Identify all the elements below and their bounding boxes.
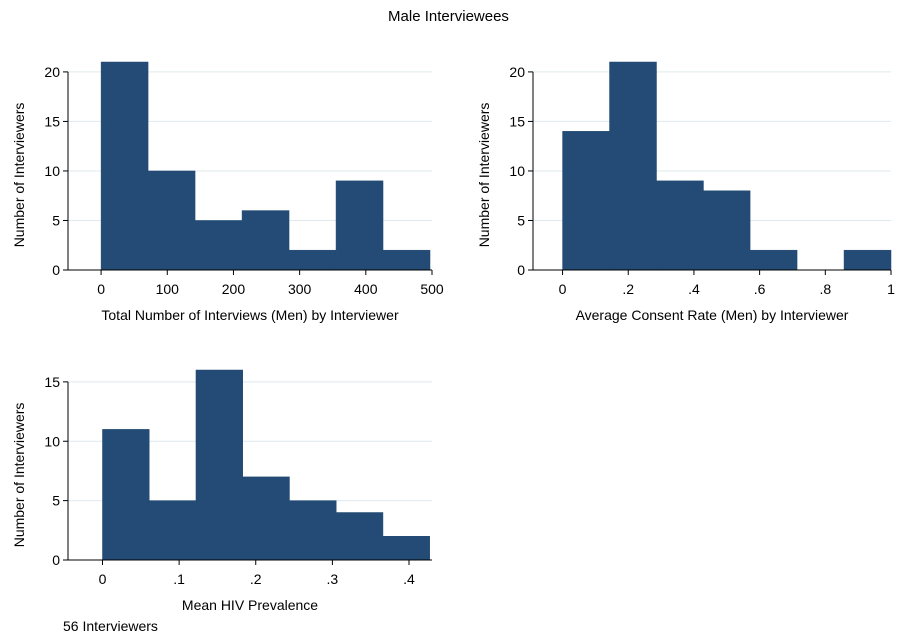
histogram-bar bbox=[382, 536, 430, 561]
x-tick-label: 500 bbox=[420, 281, 444, 297]
x-tick-label: .4 bbox=[688, 281, 700, 297]
y-tick-label: 20 bbox=[44, 64, 60, 80]
x-tick-label: 0 bbox=[97, 281, 105, 297]
x-axis-title: Total Number of Interviews (Men) by Inte… bbox=[101, 307, 399, 323]
y-tick-label: 10 bbox=[44, 433, 60, 449]
x-tick-label: 200 bbox=[222, 281, 246, 297]
histogram-bar bbox=[609, 61, 657, 271]
y-tick-label: 15 bbox=[44, 374, 60, 390]
histogram-bar bbox=[335, 512, 384, 561]
x-tick-label: 400 bbox=[354, 281, 378, 297]
y-tick-label: 5 bbox=[52, 212, 60, 228]
y-tick-label: 5 bbox=[52, 493, 60, 509]
x-tick-label: 300 bbox=[288, 281, 312, 297]
histogram-bar bbox=[382, 249, 431, 271]
y-tick-label: 20 bbox=[509, 64, 525, 80]
y-axis-title: Number of Interviewers bbox=[11, 403, 27, 548]
histogram-bar bbox=[241, 210, 290, 271]
histogram-bar bbox=[656, 180, 704, 271]
figure-title: Male Interviewees bbox=[388, 8, 509, 25]
histogram-bar bbox=[148, 500, 197, 561]
histogram-bar bbox=[289, 500, 337, 561]
x-tick-label: 0 bbox=[99, 571, 107, 587]
histogram-bar bbox=[102, 429, 150, 561]
y-tick-label: 0 bbox=[52, 262, 60, 278]
y-tick-label: 15 bbox=[509, 113, 525, 129]
y-axis-title: Number of Interviewers bbox=[476, 103, 492, 248]
x-tick-label: .2 bbox=[250, 571, 262, 587]
y-tick-label: 10 bbox=[44, 163, 60, 179]
histogram-bar bbox=[195, 369, 243, 561]
y-tick-label: 10 bbox=[509, 163, 525, 179]
figure-note: 56 Interviewers bbox=[63, 618, 158, 634]
x-tick-label: 0 bbox=[559, 281, 567, 297]
y-tick-label: 0 bbox=[52, 552, 60, 568]
x-tick-label: .6 bbox=[754, 281, 766, 297]
x-tick-label: .8 bbox=[819, 281, 831, 297]
y-axis-title: Number of Interviewers bbox=[11, 103, 27, 248]
histogram-bar bbox=[703, 190, 751, 271]
histogram-bar bbox=[335, 180, 384, 271]
y-tick-label: 0 bbox=[517, 262, 525, 278]
x-axis-title: Average Consent Rate (Men) by Interviewe… bbox=[576, 307, 849, 323]
histogram-bar bbox=[288, 249, 337, 271]
histogram-bar bbox=[100, 61, 149, 271]
x-tick-label: .1 bbox=[173, 571, 185, 587]
y-tick-label: 5 bbox=[517, 212, 525, 228]
x-tick-label: .3 bbox=[327, 571, 339, 587]
x-tick-label: 100 bbox=[156, 281, 180, 297]
histogram-panel-2: 0 5 10 15 20 0 .2 .4 .6 .8 1 Average Consent Rate (… bbox=[476, 61, 895, 323]
histogram-bar bbox=[147, 170, 196, 271]
histogram-bar bbox=[194, 220, 243, 271]
histogram-bar bbox=[843, 249, 892, 271]
histogram-panel-3: 0 5 10 15 0 .1 .2 .3 .4 Mean HIV Prevalence Number… bbox=[11, 369, 432, 613]
x-tick-label: .2 bbox=[622, 281, 634, 297]
histogram-bar bbox=[562, 131, 610, 271]
histogram-bar bbox=[749, 249, 798, 271]
x-axis-title: Mean HIV Prevalence bbox=[182, 597, 318, 613]
y-tick-label: 15 bbox=[44, 113, 60, 129]
histogram-bar bbox=[242, 476, 290, 561]
x-tick-label: 1 bbox=[887, 281, 895, 297]
x-tick-label: .4 bbox=[403, 571, 415, 587]
